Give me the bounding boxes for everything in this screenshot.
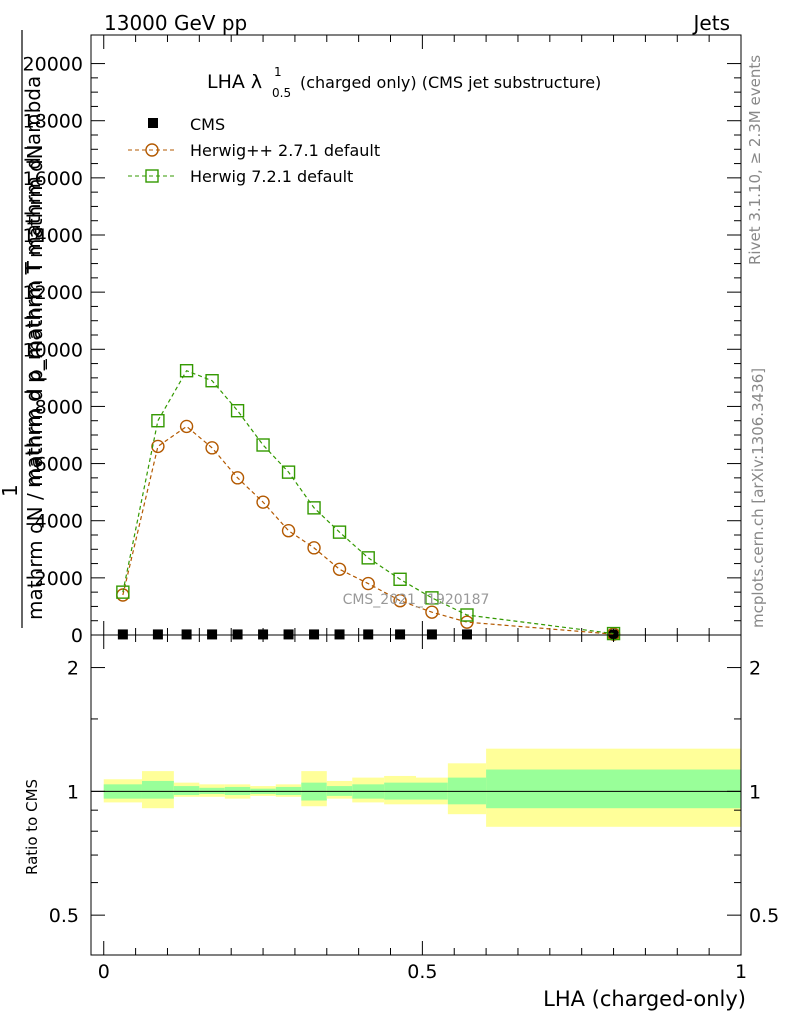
herwigpp-point bbox=[425, 605, 439, 619]
herwigpp-point bbox=[307, 541, 321, 555]
ratio-y-tick-label: 2 bbox=[67, 658, 79, 680]
cms-data-point bbox=[152, 629, 163, 640]
x-axis-label: LHA (charged-only) bbox=[543, 987, 746, 1011]
y-tick-label: 18000 bbox=[23, 111, 83, 133]
herwigpp-point bbox=[281, 524, 296, 538]
ratio-y-tick-label-right: 0.5 bbox=[749, 905, 779, 927]
ratio-y-tick-label: 0.5 bbox=[49, 905, 79, 927]
main-frame bbox=[90, 34, 742, 636]
title-sub: 0.5 bbox=[272, 86, 291, 100]
herwig7-point bbox=[460, 608, 474, 622]
herwig7-point bbox=[307, 501, 321, 515]
ratio-stat-band bbox=[173, 786, 200, 795]
watermark: CMS_2021_I1920187 bbox=[343, 592, 490, 608]
y-tick-label: 6000 bbox=[35, 454, 83, 476]
legend-marker-herwigpp bbox=[145, 143, 159, 157]
main-panel: 0 2000 4000 6000 8000 10000 12000 14000 16000 180… bbox=[23, 34, 742, 647]
herwigpp-point bbox=[230, 471, 245, 485]
cms-data-point bbox=[395, 629, 406, 640]
legend-label-cms: CMS bbox=[190, 115, 225, 134]
herwigpp-point bbox=[151, 439, 165, 454]
ratio-y-axis-label: Ratio to CMS bbox=[23, 779, 41, 875]
ratio-y-tick-label-right: 2 bbox=[749, 658, 761, 680]
y-tick-label: 12000 bbox=[23, 282, 83, 304]
legend-marker-cms bbox=[148, 118, 158, 128]
y-tick-label: 16000 bbox=[23, 168, 83, 190]
y-tick-label: 4000 bbox=[35, 511, 83, 533]
ratio-y-tick-label: 1 bbox=[67, 781, 79, 803]
herwig7-point bbox=[425, 591, 439, 605]
title-sup: 1 bbox=[274, 65, 282, 79]
cms-data-point bbox=[258, 629, 269, 640]
ylabel-top: mathrm dN bbox=[23, 144, 47, 258]
cms-data-point bbox=[426, 629, 437, 640]
ratio-y-tick-label-right: 1 bbox=[749, 781, 761, 803]
series-line-2 bbox=[122, 369, 614, 635]
title-rest: (charged only) (CMS jet substructure) bbox=[300, 73, 601, 92]
herwig7-point bbox=[332, 525, 347, 539]
cms-data-point bbox=[283, 629, 294, 640]
header-right: Jets bbox=[692, 11, 730, 35]
ratio-panel: 0.5 0.5 1 1 2 2 0 0.5 1 bbox=[49, 634, 779, 983]
ylabel-bottom: mathrm dN / mathrm d p_mathrm T bbox=[23, 260, 47, 620]
cms-data-point bbox=[117, 629, 128, 640]
y-tick-label: 2000 bbox=[35, 568, 83, 590]
y-tick-label: 10000 bbox=[23, 339, 83, 361]
ratio-frame bbox=[90, 634, 742, 956]
header-left: 13000 GeV pp bbox=[104, 11, 247, 35]
y-tick-label: 0 bbox=[71, 625, 83, 647]
x-tick-label: 0 bbox=[98, 961, 110, 983]
plot-title: LHA λ 1 0.5 (charged only) (CMS jet subs… bbox=[207, 65, 601, 100]
herwig7-point bbox=[151, 414, 165, 428]
cms-data-point bbox=[363, 629, 374, 640]
cms-data-point bbox=[232, 629, 243, 640]
herwig7-point bbox=[256, 438, 270, 452]
legend: CMS Herwig++ 2.7.1 default Herwig 7.2.1 … bbox=[128, 115, 380, 186]
title-main: LHA λ bbox=[207, 71, 262, 93]
cms-data-point bbox=[181, 629, 192, 640]
legend-label-herwigpp: Herwig++ 2.7.1 default bbox=[190, 141, 380, 160]
herwig7-point bbox=[393, 572, 407, 586]
mcplots-label: mcplots.cern.ch [arXiv:1306.3436] bbox=[749, 368, 767, 628]
herwig7-point bbox=[205, 374, 219, 388]
main-y-axis-label: mathrm dN mathrm dN / mathrm d p_mathrm … bbox=[0, 30, 47, 628]
ratio-stat-band bbox=[486, 769, 741, 809]
herwigpp-point bbox=[361, 576, 375, 591]
y-tick-label: 14000 bbox=[23, 225, 83, 247]
herwig7-point bbox=[361, 551, 375, 565]
herwig7-point bbox=[281, 465, 296, 479]
y-tick-label: 8000 bbox=[35, 396, 83, 418]
x-tick-label: 0.5 bbox=[407, 961, 437, 983]
cms-data-point bbox=[608, 629, 619, 640]
cms-data-point bbox=[309, 629, 320, 640]
ratio-stat-band bbox=[141, 780, 174, 799]
x-tick-label: 1 bbox=[735, 961, 747, 983]
cms-data-point bbox=[334, 629, 345, 640]
cms-data-point bbox=[461, 629, 472, 640]
cms-data-point bbox=[207, 629, 218, 640]
legend-marker-herwig7 bbox=[145, 169, 159, 183]
herwigpp-point bbox=[393, 594, 407, 608]
legend-label-herwig7: Herwig 7.2.1 default bbox=[190, 167, 353, 186]
herwigpp-point bbox=[256, 495, 270, 509]
y-tick-label: 20000 bbox=[23, 54, 83, 76]
ylabel-mid: mathrm d p_mathrm T mathrm d lambda bbox=[21, 76, 45, 488]
herwigpp-point bbox=[205, 441, 219, 455]
herwig7-point bbox=[230, 404, 245, 418]
herwigpp-point bbox=[332, 562, 347, 576]
herwig7-point bbox=[116, 585, 130, 599]
ylabel-num: 1 bbox=[0, 484, 22, 497]
herwigpp-point bbox=[460, 615, 474, 629]
herwig7-point bbox=[179, 364, 194, 378]
rivet-label: Rivet 3.1.10, ≥ 2.3M events bbox=[746, 55, 764, 265]
herwigpp-point bbox=[179, 419, 194, 434]
